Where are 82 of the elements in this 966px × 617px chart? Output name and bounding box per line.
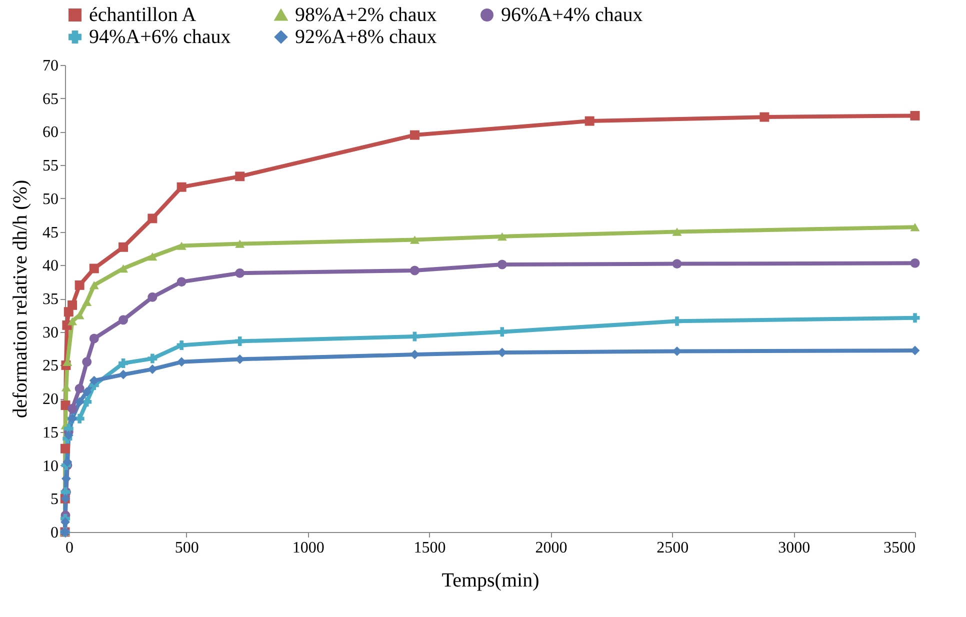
point [910, 258, 920, 268]
y-tick-label: 10 [42, 458, 58, 475]
y-tick-label: 25 [42, 358, 58, 375]
legend-label: 94%A+6% chaux [89, 26, 231, 48]
y-tick-label: 50 [42, 190, 58, 208]
point [82, 298, 92, 306]
point [235, 240, 245, 248]
y-axis-title: deformation relative dh/h (%) [10, 180, 32, 418]
y-tick-label: 0 [50, 524, 58, 542]
point [118, 242, 128, 252]
point [82, 387, 92, 397]
point [910, 313, 920, 323]
point [176, 357, 186, 367]
y-tick-label: 35 [42, 291, 58, 308]
point [64, 430, 74, 440]
y-tick-label: 30 [42, 324, 58, 342]
y-tick-label: 15 [42, 424, 58, 442]
point [74, 280, 84, 290]
point [68, 300, 78, 310]
point [410, 266, 420, 276]
point [497, 232, 507, 241]
point [82, 397, 92, 407]
legend-label: 92%A+8% chaux [295, 26, 437, 48]
point [89, 376, 99, 386]
legend-label: 98%A+2% chaux [295, 4, 437, 26]
point [148, 214, 158, 224]
point [176, 182, 186, 192]
point [235, 336, 245, 346]
point [148, 354, 158, 364]
point [89, 281, 99, 290]
x-tick-label: 0 [66, 540, 74, 556]
point [410, 236, 420, 244]
point [148, 364, 158, 374]
x-tick-label: 3500 [884, 540, 916, 556]
x-tick-label: 500 [174, 540, 199, 556]
point [89, 334, 99, 344]
legend-label: échantillon A [89, 4, 197, 26]
x-tick-label: 1000 [292, 540, 324, 556]
x-tick-label: 1500 [414, 540, 446, 556]
x-tick-label: 3000 [778, 540, 810, 556]
point [584, 116, 594, 126]
point [82, 357, 92, 367]
point [672, 316, 682, 326]
point [410, 130, 420, 140]
point [89, 264, 99, 274]
point [910, 223, 920, 232]
y-tick-label: 5 [50, 491, 58, 508]
point [176, 242, 186, 250]
point [497, 327, 507, 337]
point [410, 332, 420, 342]
point [235, 268, 245, 278]
point [118, 358, 128, 368]
point [74, 384, 84, 394]
point [176, 340, 186, 350]
y-tick-label: 65 [42, 90, 58, 108]
point [74, 414, 84, 424]
point [60, 444, 70, 454]
point [760, 112, 770, 122]
point [672, 228, 682, 236]
point [497, 260, 507, 270]
legend-label: 96%A+4% chaux [501, 4, 643, 26]
point [118, 370, 128, 380]
point [672, 259, 682, 269]
y-tick-label: 60 [42, 124, 58, 142]
point [176, 277, 186, 287]
point [148, 292, 158, 302]
y-tick-label: 55 [42, 158, 58, 175]
x-axis-title: Temps(min) [442, 570, 540, 592]
y-tick-label: 40 [42, 258, 58, 275]
point [68, 317, 78, 326]
x-tick-label: 2000 [535, 540, 568, 556]
x-tick-label: 2500 [656, 540, 689, 556]
point [118, 264, 128, 273]
point [910, 110, 920, 120]
y-tick-label: 20 [42, 391, 58, 408]
point [235, 172, 245, 182]
y-tick-label: 45 [42, 224, 58, 242]
point [148, 252, 158, 261]
point [74, 397, 84, 407]
point [118, 315, 128, 325]
y-tick-label: 70 [42, 58, 58, 74]
point [68, 404, 78, 414]
